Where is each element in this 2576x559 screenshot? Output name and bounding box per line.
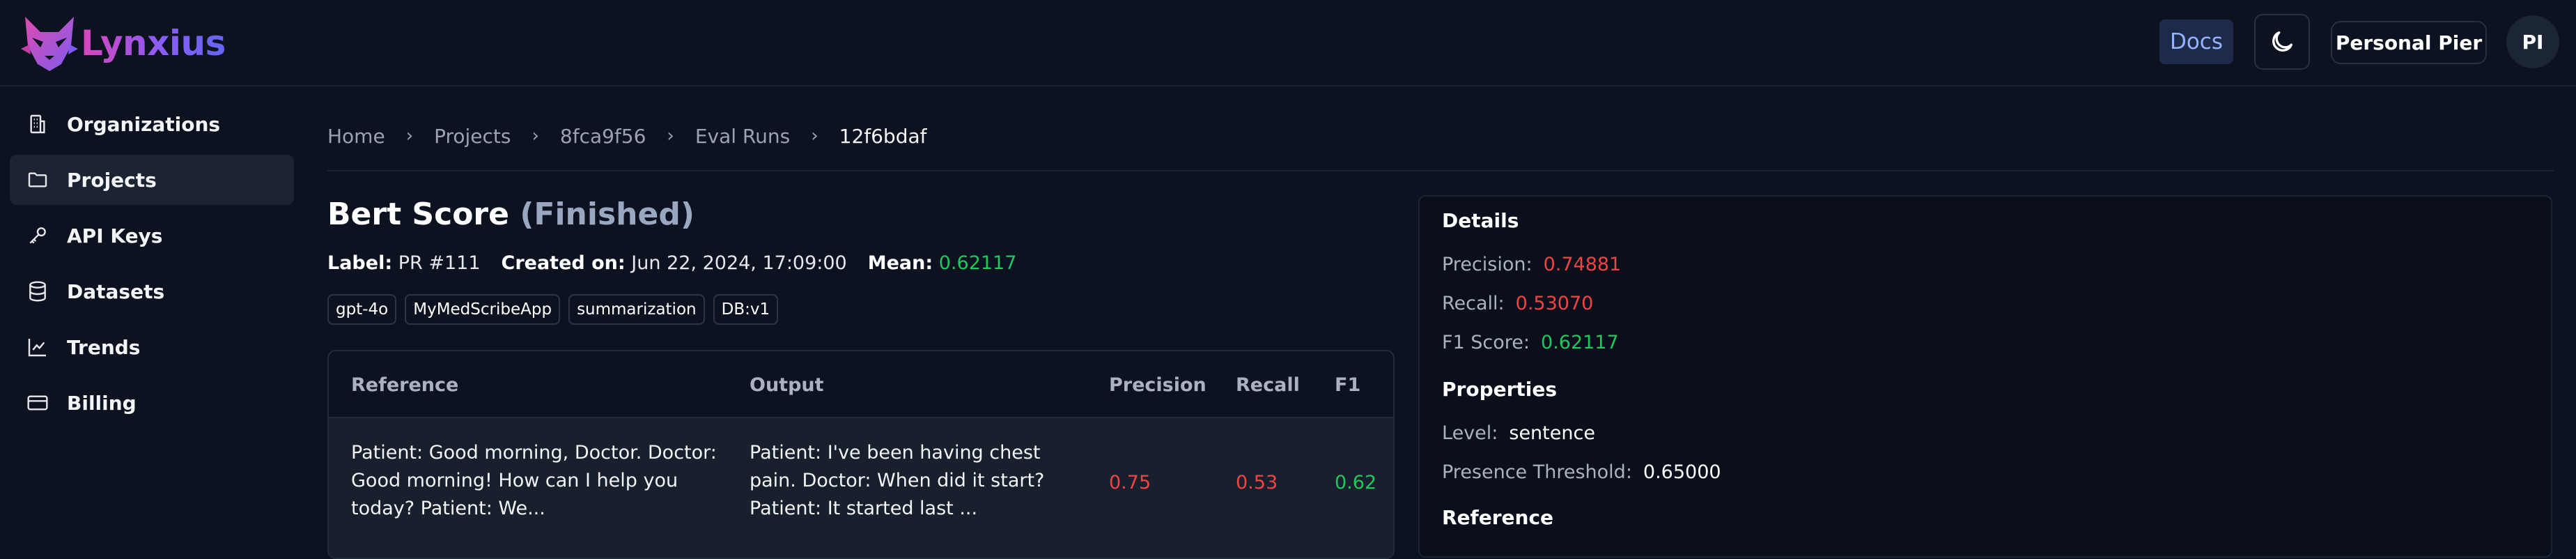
sidebar-item-organizations[interactable]: Organizations: [10, 99, 294, 149]
tag-list: gpt-4o MyMedScribeApp summarization DB:v…: [327, 294, 786, 325]
cell-reference: Patient: Good morning, Doctor. Doctor: G…: [351, 442, 717, 519]
folder-icon: [26, 168, 50, 192]
threshold-label: Presence Threshold:: [1442, 461, 1632, 483]
breadcrumb-home[interactable]: Home: [327, 124, 385, 148]
sidebar-item-trends[interactable]: Trends: [10, 322, 294, 372]
moon-icon: [2272, 31, 2292, 52]
breadcrumb-projects[interactable]: Projects: [434, 124, 511, 148]
chevron-right-icon: ›: [532, 125, 539, 146]
label-value: PR #111: [398, 252, 481, 274]
f1-label: F1 Score:: [1442, 332, 1530, 353]
precision-label: Precision:: [1442, 254, 1533, 275]
mean-key: Mean:: [867, 252, 933, 274]
recall-row: Recall: 0.53070: [1442, 293, 1593, 314]
run-meta: Label: PR #111 Created on: Jun 22, 2024,…: [327, 252, 1037, 274]
results-table: Reference Output Precision Recall F1 Pat…: [327, 350, 1395, 559]
sidebar-item-label: API Keys: [67, 224, 163, 247]
details-panel: Details Precision: 0.74881 Recall: 0.530…: [1418, 195, 2552, 558]
docs-button[interactable]: Docs: [2159, 20, 2233, 64]
f1-value: 0.62117: [1541, 332, 1619, 353]
workspace-switcher[interactable]: Personal Pier: [2331, 21, 2487, 64]
theme-toggle-button[interactable]: [2254, 14, 2310, 70]
precision-value: 0.74881: [1543, 254, 1622, 275]
tag: summarization: [568, 294, 705, 325]
chart-line-icon: [26, 335, 50, 359]
sidebar: Organizations Projects API Keys Datasets: [0, 86, 307, 545]
table-row[interactable]: Patient: Good morning, Doctor. Doctor: G…: [329, 418, 1393, 558]
sidebar-item-label: Billing: [67, 391, 137, 415]
breadcrumb-current: 12f6bdaf: [839, 124, 927, 148]
level-row: Level: sentence: [1442, 422, 1595, 444]
divider: [327, 170, 2554, 171]
sidebar-item-datasets[interactable]: Datasets: [10, 266, 294, 316]
cell-precision: 0.75: [1109, 472, 1151, 493]
breadcrumb-project-id[interactable]: 8fca9f56: [559, 124, 646, 148]
created-value: Jun 22, 2024, 17:09:00: [631, 252, 847, 274]
top-bar: Lynxius Docs Personal Pier PI: [0, 0, 2576, 86]
sidebar-item-billing[interactable]: Billing: [10, 378, 294, 428]
column-header-output[interactable]: Output: [750, 374, 824, 396]
sidebar-item-label: Datasets: [67, 280, 165, 303]
chevron-right-icon: ›: [405, 125, 414, 146]
threshold-value: 0.65000: [1643, 461, 1721, 483]
cell-recall: 0.53: [1236, 472, 1278, 493]
sidebar-item-label: Trends: [67, 335, 141, 359]
status-label: (Finished): [520, 197, 695, 232]
tag: MyMedScribeApp: [405, 294, 561, 325]
key-icon: [26, 224, 50, 247]
sidebar-item-projects[interactable]: Projects: [10, 155, 294, 205]
database-icon: [26, 280, 50, 303]
label-key: Label:: [327, 252, 393, 274]
breadcrumb-eval-runs[interactable]: Eval Runs: [695, 124, 791, 148]
avatar[interactable]: PI: [2506, 15, 2559, 68]
column-header-precision[interactable]: Precision: [1109, 374, 1206, 396]
level-label: Level:: [1442, 422, 1498, 444]
page-title: Bert Score (Finished): [327, 197, 695, 232]
recall-value: 0.53070: [1515, 293, 1594, 314]
column-header-reference[interactable]: Reference: [351, 374, 459, 396]
credit-card-icon: [26, 391, 50, 415]
properties-heading: Properties: [1442, 378, 1558, 401]
logo-text: Lynxius: [81, 23, 226, 63]
threshold-row: Presence Threshold: 0.65000: [1442, 461, 1721, 483]
sidebar-item-label: Projects: [67, 168, 157, 192]
created-key: Created on:: [501, 252, 626, 274]
recall-label: Recall:: [1442, 293, 1505, 314]
details-heading: Details: [1442, 209, 1519, 232]
tag: gpt-4o: [327, 294, 397, 325]
sidebar-item-api-keys[interactable]: API Keys: [10, 210, 294, 261]
level-value: sentence: [1509, 422, 1595, 444]
chevron-right-icon: ›: [811, 125, 818, 146]
mean-value: 0.62117: [938, 252, 1017, 274]
column-header-recall[interactable]: Recall: [1236, 374, 1300, 396]
lynx-logo-icon: [21, 17, 78, 71]
column-header-f1[interactable]: F1: [1335, 374, 1361, 396]
building-icon: [26, 112, 50, 136]
cell-f1: 0.62: [1335, 472, 1377, 493]
logo[interactable]: Lynxius: [20, 14, 226, 72]
tag: DB:v1: [713, 294, 779, 325]
f1-row: F1 Score: 0.62117: [1442, 332, 1619, 353]
reference-heading: Reference: [1442, 506, 1554, 529]
breadcrumb: Home › Projects › 8fca9f56 › Eval Runs ›…: [327, 118, 927, 153]
cell-output: Patient: I've been having chest pain. Do…: [750, 442, 1045, 519]
table-header: Reference Output Precision Recall F1: [329, 351, 1393, 418]
precision-row: Precision: 0.74881: [1442, 254, 1621, 275]
chevron-right-icon: ›: [667, 125, 674, 146]
eval-name: Bert Score: [327, 197, 509, 232]
sidebar-item-label: Organizations: [67, 112, 221, 136]
